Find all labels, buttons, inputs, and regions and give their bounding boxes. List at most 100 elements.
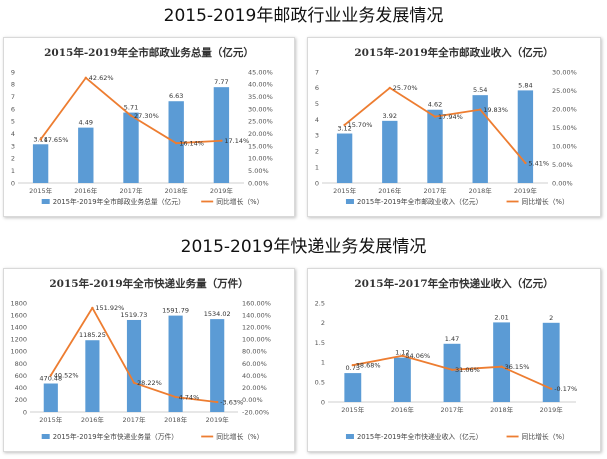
y-tick-right: 140.00% — [242, 311, 271, 319]
y-tick-left: 800 — [15, 360, 27, 368]
x-tick-label: 2015年 — [29, 186, 53, 195]
legend-bar-label: 2015年-2019年全市邮政业收入（亿元） — [357, 197, 482, 206]
bar-value-label: 2.01 — [494, 313, 508, 321]
growth-point — [129, 114, 133, 117]
y-tick-right: 20.00% — [552, 105, 577, 113]
y-tick-left: 4 — [11, 130, 15, 138]
x-tick-label: 2019年 — [210, 186, 234, 195]
bar-value-label: 1591.79 — [162, 307, 189, 315]
growth-point — [84, 76, 88, 80]
x-tick-label: 2017年 — [119, 186, 143, 195]
y-tick-left: 0 — [23, 408, 27, 416]
y-tick-left: 0 — [315, 179, 319, 187]
bar-value-label: 6.63 — [169, 92, 183, 100]
y-tick-right: 0.00% — [248, 179, 269, 187]
growth-point — [91, 306, 94, 310]
bar — [472, 95, 488, 183]
y-tick-left: 1.5 — [315, 339, 325, 347]
y-tick-left: 2 — [321, 319, 325, 327]
chart-title: 2015年-2019年全市快递业务量（万件） — [49, 278, 249, 290]
growth-point — [500, 365, 503, 368]
bar — [32, 144, 49, 183]
growth-point — [479, 108, 482, 111]
y-tick-right: 5.00% — [248, 167, 269, 175]
bar-value-label: 5.54 — [473, 86, 487, 94]
growth-value-label: 36.15% — [505, 363, 530, 371]
growth-value-label: 17.65% — [44, 136, 69, 144]
growth-value-label: 4.74% — [179, 393, 200, 401]
bar — [126, 319, 142, 412]
growth-value-label: 17.14% — [224, 137, 249, 145]
express-volume-chart: 0 200 400 600 800 1000 1200 1400 1600 1800 -20.00%… — [10, 299, 271, 441]
y-tick-left: 1200 — [10, 336, 27, 344]
y-tick-left: 0 — [321, 398, 325, 406]
growth-point — [450, 368, 454, 371]
bar-value-label: 2 — [549, 314, 553, 322]
section-title-express: 2015-2019年快递业务发展情况 — [180, 237, 427, 257]
section-title-postal: 2015-2019年邮政行业业务发展情况 — [163, 6, 444, 26]
x-tick-label: 2018年 — [490, 405, 514, 414]
chart-legend: 2015年-2019年全市邮政业务总量（亿元） 同比增长（%） — [41, 197, 263, 206]
y-tick-left: 1 — [11, 167, 15, 175]
bar — [393, 357, 411, 402]
bar — [542, 322, 560, 402]
bar — [336, 133, 353, 183]
bar-value-label: 5.84 — [518, 81, 532, 89]
y-tick-right: 45.00% — [248, 68, 273, 76]
growth-value-label: 54.06% — [405, 352, 430, 360]
bar-value-label: 1534.02 — [204, 310, 231, 318]
legend-bar-swatch — [41, 434, 50, 439]
y-tick-left: 2.5 — [315, 299, 325, 307]
chart-title: 2015年-2019年全市邮政业收入（亿元） — [354, 47, 554, 59]
growth-point — [216, 400, 219, 404]
growth-value-label: 16.14% — [179, 139, 204, 147]
x-tick-label: 2017年 — [440, 405, 464, 414]
y-tick-left: 5 — [11, 118, 15, 126]
growth-point — [343, 123, 346, 127]
y-tick-left: 9 — [11, 68, 15, 76]
bar — [427, 109, 443, 183]
y-tick-right: 60.00% — [242, 360, 267, 368]
y-tick-right: 25.00% — [552, 87, 577, 95]
y-tick-left: 6 — [315, 84, 319, 92]
growth-value-label: 5.41% — [528, 159, 549, 167]
y-tick-left: 6 — [11, 105, 15, 113]
postal-volume-chart: 0 1 2 3 4 5 6 7 8 9 0.00% 5.00% 10.00% 15.00% 20.00% 25… — [11, 68, 273, 206]
y-tick-right: 40.00% — [248, 81, 273, 89]
y-tick-right: 35.00% — [248, 93, 273, 101]
growth-value-label: 19.83% — [483, 106, 508, 114]
y-tick-left: 1 — [315, 163, 319, 171]
y-tick-left: 5 — [315, 100, 319, 108]
bar — [344, 373, 362, 402]
bar-value-label: 4.62 — [428, 101, 442, 109]
y-tick-left: 600 — [15, 372, 27, 380]
x-tick-label: 2015年 — [39, 415, 63, 424]
growth-value-label: 15.70% — [348, 121, 373, 129]
chart-panel-postal-volume: 2015年-2019年全市邮政业务总量（亿元） 0 1 2 3 4 5 6 7 8 9 0.00% 5… — [3, 37, 295, 217]
bar-value-label: 3.12 — [337, 125, 351, 133]
growth-value-label: 151.92% — [95, 304, 124, 312]
legend-line-label: 同比增长（%） — [522, 432, 569, 441]
growth-value-label: 28.22% — [137, 379, 162, 387]
chart-legend: 2015年-2019年全市快递业务量（万件） 同比增长（%） — [41, 432, 263, 441]
bar — [43, 383, 58, 412]
chart-legend: 2015年-2019年全市快递业收入（亿元） 同比增长（%） — [345, 432, 569, 441]
y-tick-right: 15.00% — [248, 142, 273, 150]
y-tick-right: 160.00% — [242, 299, 271, 307]
y-tick-right: 10.00% — [552, 142, 577, 150]
growth-value-label: 31.06% — [455, 366, 480, 374]
y-tick-left: 3 — [11, 142, 15, 150]
y-tick-right: 120.00% — [242, 324, 271, 332]
bar — [382, 120, 398, 183]
y-tick-right: 25.00% — [248, 118, 273, 126]
bar-value-label: 1.12 — [395, 349, 409, 357]
growth-point — [433, 115, 437, 118]
bar-value-label: 5.71 — [124, 104, 138, 112]
chart-panel-postal-revenue: 2015年-2019年全市邮政业收入（亿元） 0 1 2 3 4 5 6 7 0.00% 5.00… — [307, 37, 601, 217]
y-tick-right: 15.00% — [552, 124, 577, 132]
legend-line-label: 同比增长（%） — [216, 432, 263, 441]
legend-bar-label: 2015年-2019年全市快递业收入（亿元） — [357, 432, 482, 441]
bar — [123, 112, 139, 183]
y-tick-right: 20.00% — [248, 130, 273, 138]
y-tick-right: 10.00% — [248, 155, 273, 163]
